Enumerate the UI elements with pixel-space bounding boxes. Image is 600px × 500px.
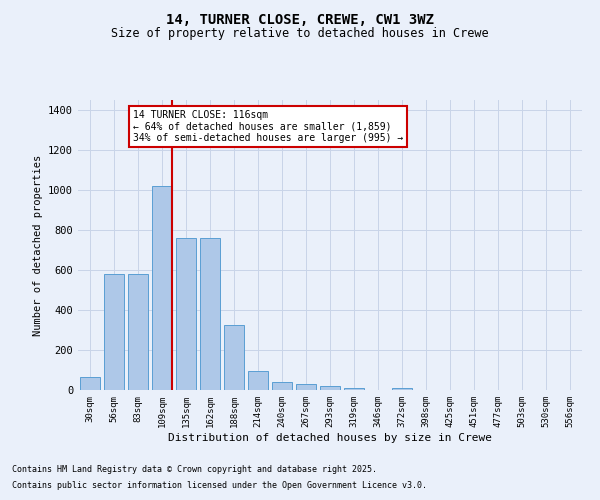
Bar bbox=[224, 325, 244, 390]
Bar bbox=[200, 238, 220, 390]
Bar bbox=[248, 371, 268, 390]
Bar bbox=[272, 382, 292, 390]
Text: Size of property relative to detached houses in Crewe: Size of property relative to detached ho… bbox=[111, 28, 489, 40]
Text: 14 TURNER CLOSE: 116sqm
← 64% of detached houses are smaller (1,859)
34% of semi: 14 TURNER CLOSE: 116sqm ← 64% of detache… bbox=[133, 110, 403, 143]
Bar bbox=[104, 274, 124, 390]
Text: Contains HM Land Registry data © Crown copyright and database right 2025.: Contains HM Land Registry data © Crown c… bbox=[12, 466, 377, 474]
Bar bbox=[392, 388, 412, 390]
Bar bbox=[152, 186, 172, 390]
Bar bbox=[296, 384, 316, 390]
Bar bbox=[128, 274, 148, 390]
Bar bbox=[176, 238, 196, 390]
Text: Contains public sector information licensed under the Open Government Licence v3: Contains public sector information licen… bbox=[12, 480, 427, 490]
Bar bbox=[320, 386, 340, 390]
Bar bbox=[80, 377, 100, 390]
Bar bbox=[344, 388, 364, 390]
Y-axis label: Number of detached properties: Number of detached properties bbox=[32, 154, 43, 336]
X-axis label: Distribution of detached houses by size in Crewe: Distribution of detached houses by size … bbox=[168, 432, 492, 442]
Text: 14, TURNER CLOSE, CREWE, CW1 3WZ: 14, TURNER CLOSE, CREWE, CW1 3WZ bbox=[166, 12, 434, 26]
